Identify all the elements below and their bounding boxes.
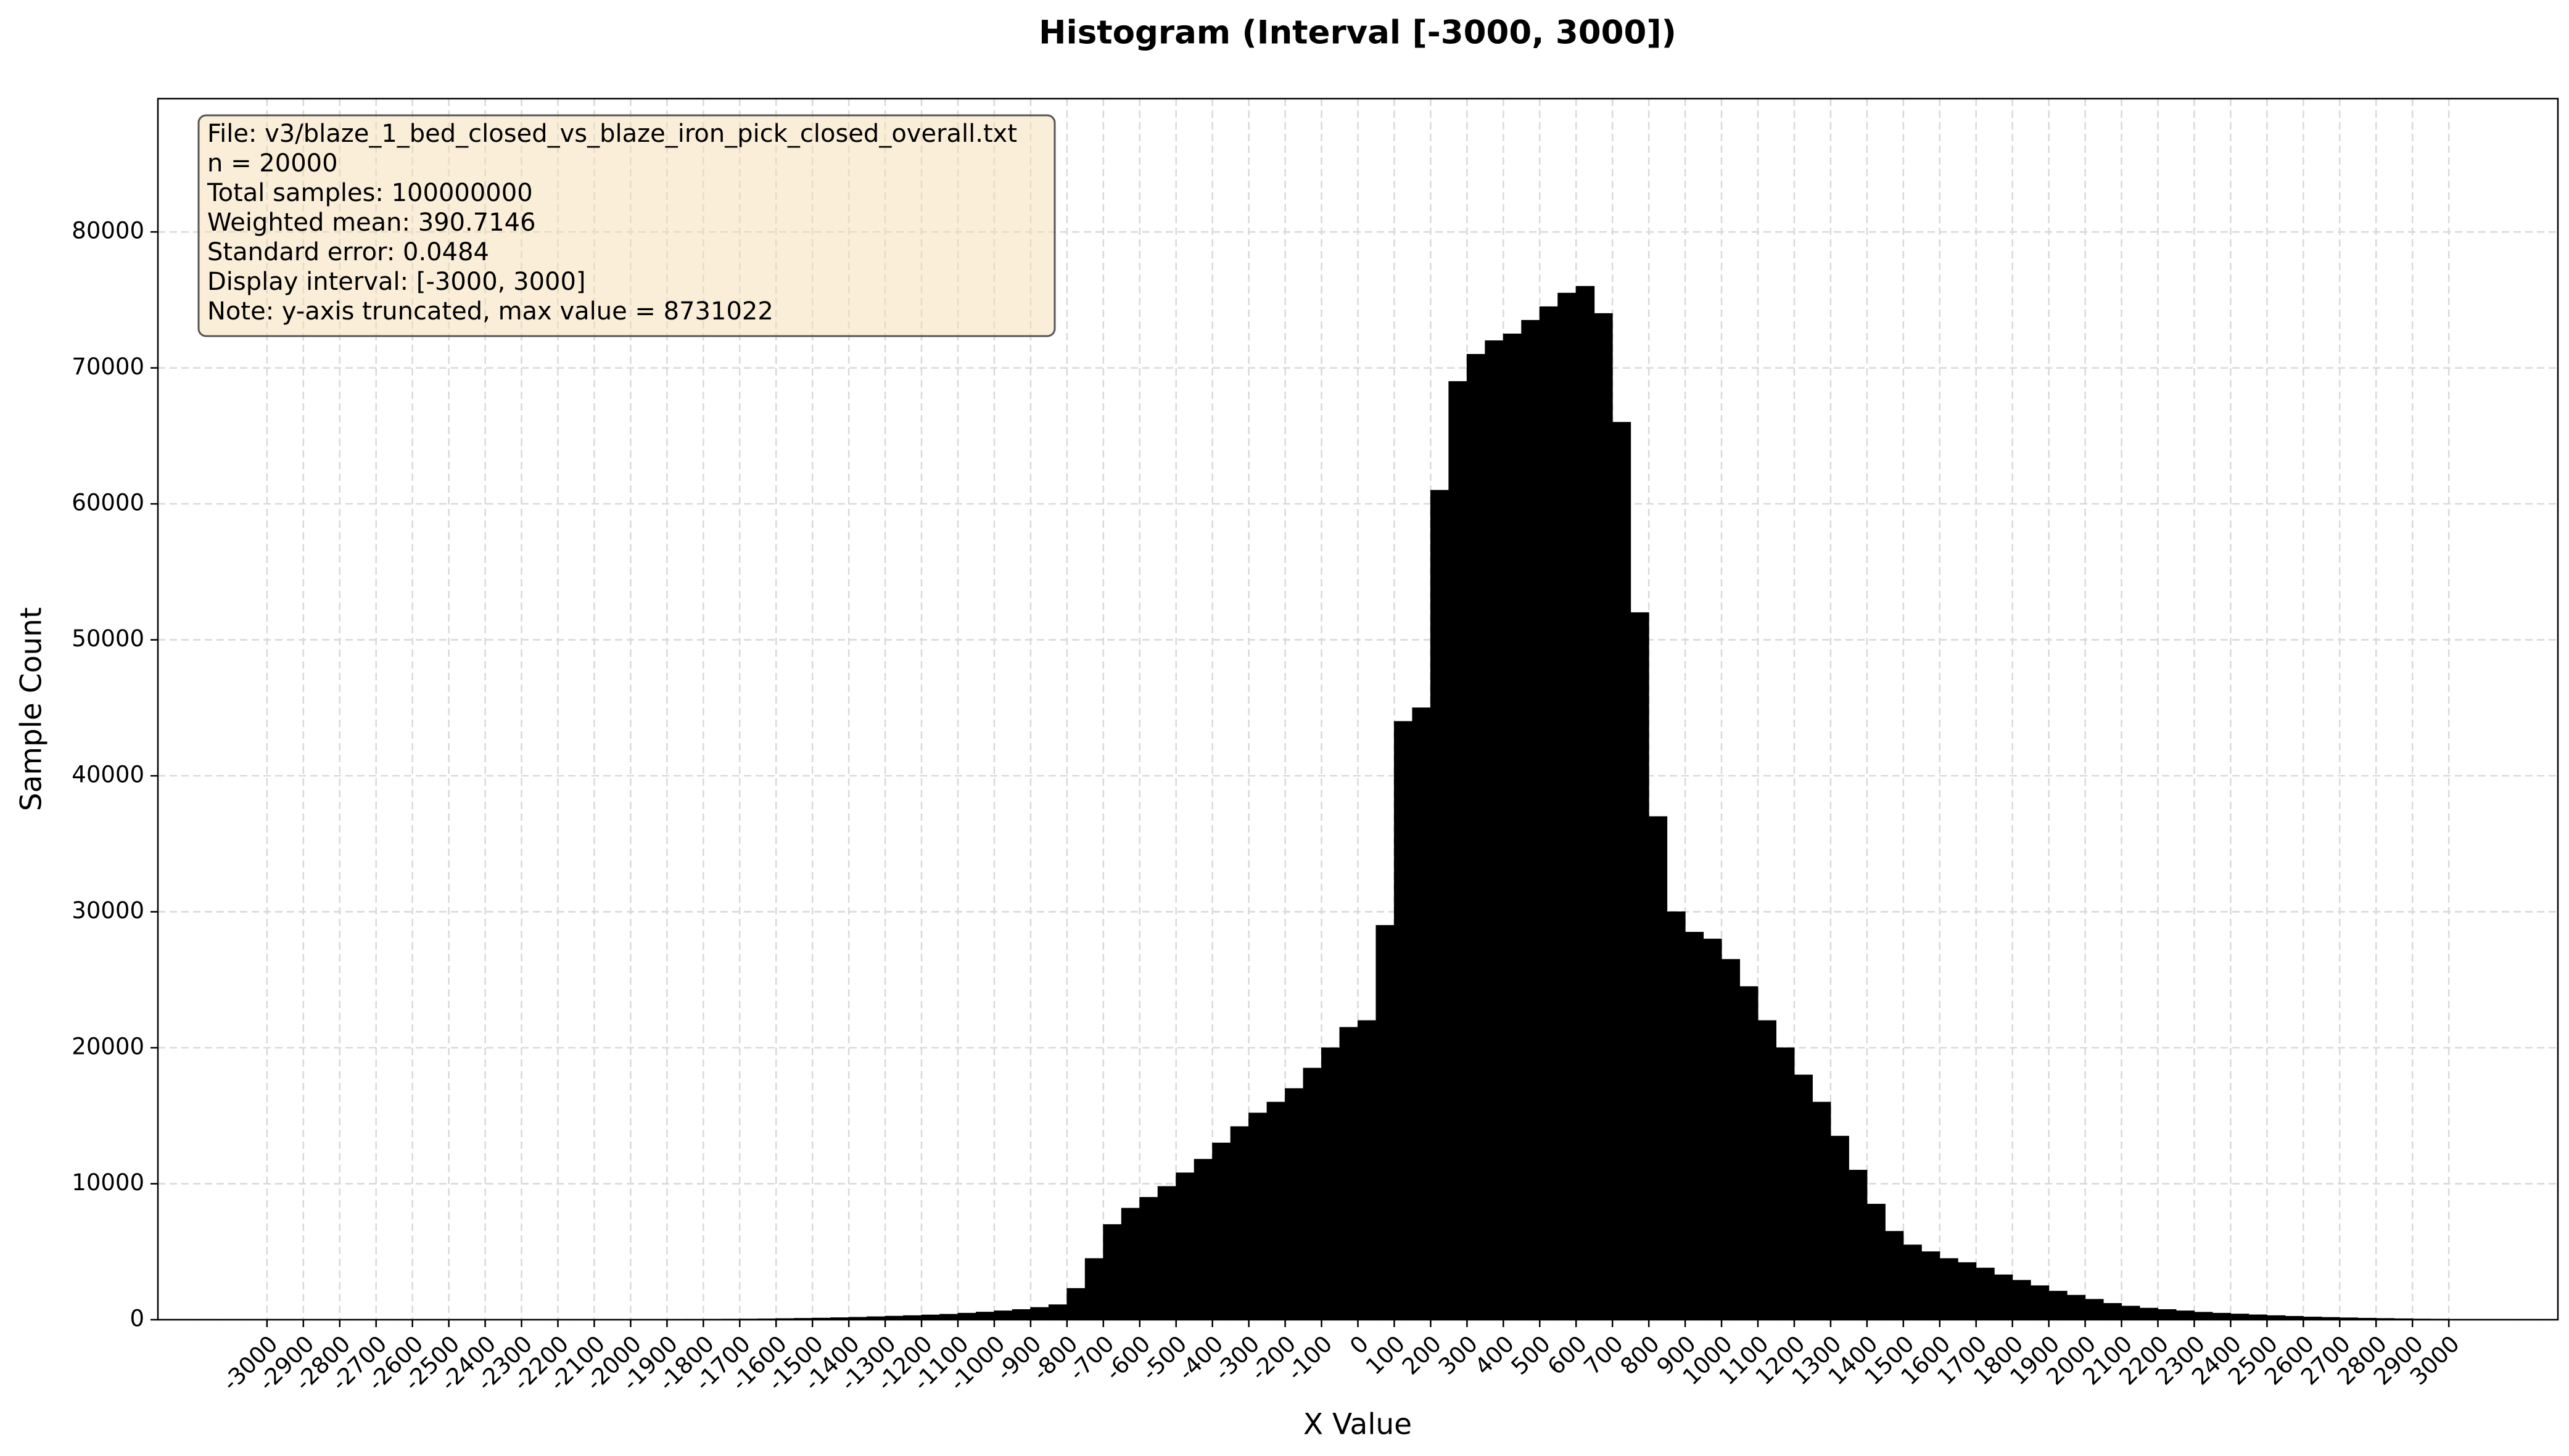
bar [1739, 986, 1759, 1320]
annotation-line: Total samples: 100000000 [207, 179, 533, 207]
bar [2048, 1291, 2068, 1320]
bar [1339, 1027, 1358, 1320]
bar [1667, 911, 1686, 1320]
bar [1466, 354, 1486, 1320]
bar [1521, 319, 1540, 1320]
bar [1048, 1304, 1068, 1320]
bar [2012, 1280, 2031, 1320]
bar [1594, 313, 1613, 1320]
plot-frame [157, 97, 2559, 1321]
bar [1375, 925, 1395, 1320]
bar [1303, 1067, 1322, 1320]
bar [2193, 1312, 2213, 1320]
bar [1012, 1309, 1031, 1320]
bar [1430, 490, 1449, 1320]
y-tick-label: 30000 [72, 897, 144, 924]
bar [1194, 1159, 1213, 1320]
bar [975, 1312, 995, 1320]
bar [1030, 1307, 1049, 1320]
bar [2085, 1299, 2104, 1320]
bar [1775, 1047, 1795, 1320]
y-tick-label: 40000 [72, 762, 144, 788]
bar [1448, 381, 1467, 1320]
bar [1830, 1135, 1849, 1320]
bar [1503, 333, 1522, 1320]
bar [1412, 707, 1431, 1320]
y-tick-label: 70000 [72, 353, 144, 380]
bar [1703, 939, 1722, 1320]
bar [1648, 816, 1668, 1320]
bar [1757, 1020, 1776, 1320]
annotation-line: Standard error: 0.0484 [207, 238, 489, 266]
chart-title: Histogram (Interval [-3000, 3000]) [1039, 14, 1676, 52]
bar [994, 1310, 1013, 1320]
bar [2212, 1312, 2231, 1320]
bar [1212, 1142, 1231, 1320]
bar [1393, 721, 1413, 1320]
bar [939, 1314, 959, 1320]
annotation-line: Weighted mean: 390.7146 [207, 208, 536, 237]
bar [2139, 1307, 2158, 1320]
bar [2175, 1310, 2195, 1320]
bar [1903, 1244, 1922, 1320]
bar [1084, 1258, 1104, 1320]
annotation-line: n = 20000 [207, 149, 338, 178]
bar [2030, 1285, 2050, 1320]
bar [2230, 1314, 2249, 1320]
bar [1994, 1274, 2013, 1320]
annotation-line: Display interval: [-3000, 3000] [207, 268, 586, 296]
bar [1884, 1231, 1904, 1320]
bar [2158, 1309, 2177, 1320]
bar [957, 1312, 976, 1320]
bar [1557, 292, 1577, 1320]
bar [1139, 1197, 1158, 1320]
bar [1539, 306, 1559, 1320]
bar [1866, 1204, 1886, 1320]
bar [1266, 1101, 1286, 1320]
bar [1248, 1113, 1268, 1320]
bar [1358, 1020, 1377, 1320]
y-tick-label: 80000 [72, 218, 144, 244]
bar [1176, 1172, 1195, 1320]
bar [1976, 1267, 1995, 1320]
bar [1321, 1047, 1340, 1320]
bar [1721, 959, 1741, 1320]
bar [1285, 1088, 1304, 1320]
bar [2121, 1306, 2140, 1320]
bar [1230, 1126, 1250, 1320]
y-tick-label: 20000 [72, 1034, 144, 1060]
bar [1957, 1262, 1977, 1320]
y-axis-label: Sample Count [15, 607, 49, 812]
bar [1794, 1074, 1813, 1320]
bar [1103, 1224, 1122, 1320]
y-tick-label: 10000 [72, 1169, 144, 1196]
bar [1812, 1101, 1831, 1320]
bar [1939, 1258, 1958, 1320]
bar [1157, 1186, 1177, 1320]
y-tick-label: 50000 [72, 625, 144, 652]
bar [1612, 422, 1631, 1320]
bar [2066, 1294, 2086, 1320]
bar [1485, 340, 1504, 1320]
annotation-line: File: v3/blaze_1_bed_closed_vs_blaze_iro… [207, 120, 1017, 148]
bar [2103, 1303, 2122, 1320]
y-tick-label: 0 [130, 1306, 144, 1332]
bar [1121, 1207, 1140, 1320]
bar [1630, 612, 1649, 1320]
annotation-line: Note: y-axis truncated, max value = 8731… [207, 297, 773, 326]
annotation: File: v3/blaze_1_bed_closed_vs_blaze_iro… [197, 114, 1056, 337]
y-tick-label: 60000 [72, 490, 144, 516]
annotation-box [197, 114, 1056, 337]
bar [1575, 286, 1595, 1320]
bar [1921, 1251, 1940, 1320]
bar [1848, 1169, 1868, 1320]
bar [1684, 932, 1704, 1320]
bar [1066, 1288, 1086, 1320]
x-axis-label: X Value [1303, 1408, 1412, 1442]
bars [266, 286, 2449, 1320]
